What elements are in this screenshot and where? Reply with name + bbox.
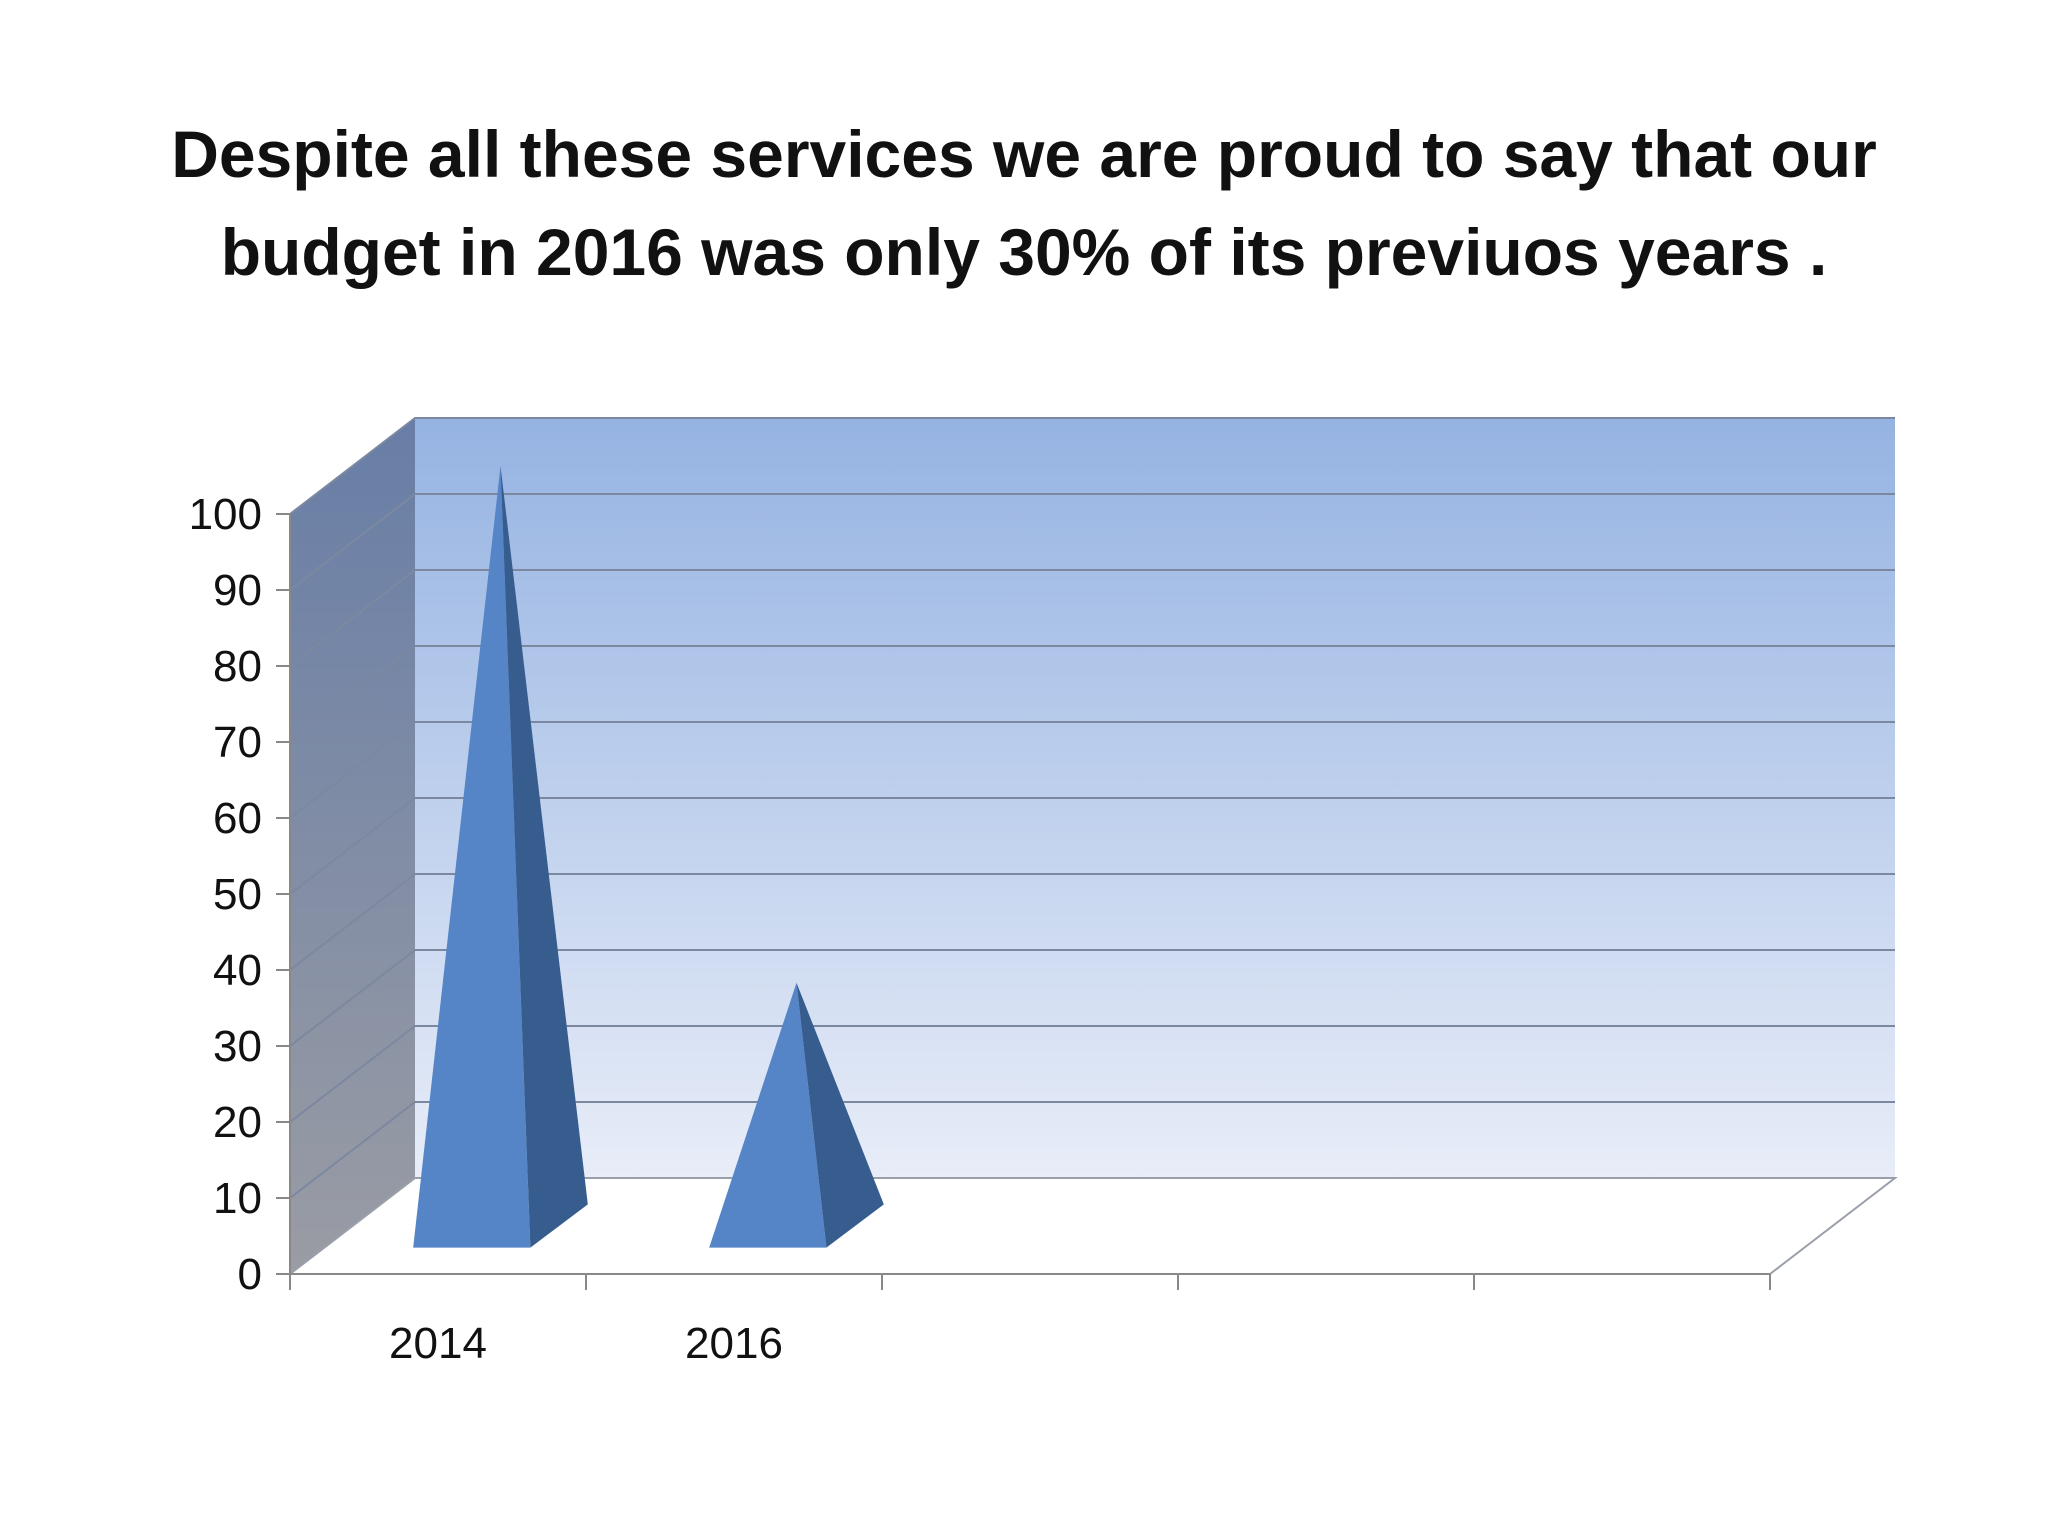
y-tick-label: 0 [238,1250,262,1299]
gridline [289,1025,1895,1123]
slide-title: Despite all these services we are proud … [0,105,2048,301]
y-tick-label: 10 [213,1174,262,1223]
y-tick-label: 30 [213,1022,262,1071]
pyramid-front-2016 [709,982,827,1248]
y-tick-label: 50 [213,870,262,919]
y-tick-label: 40 [213,946,262,995]
y-tick-label: 80 [213,642,262,691]
gridline [289,949,1895,1047]
pyramid-side-2014 [500,466,588,1248]
x-tick-label: 2014 [389,1319,487,1368]
gridline [289,569,1895,667]
gridline [289,645,1895,743]
title-line-1: Despite all these services we are proud … [171,117,1877,191]
pyramid-front-2014 [413,466,531,1248]
y-tick-label: 70 [213,718,262,767]
gridline [289,873,1895,971]
y-tick-label: 90 [213,566,262,615]
gridline [289,721,1895,819]
gridline [289,1101,1895,1199]
gridline [289,493,1895,591]
x-tick-label: 2016 [685,1319,783,1368]
title-line-2: budget in 2016 was only 30% of its previ… [220,215,1828,289]
y-tick-label: 100 [189,490,262,539]
gridline [289,417,1895,515]
y-tick-label: 20 [213,1098,262,1147]
y-tick-label: 60 [213,794,262,843]
gridline [289,797,1895,895]
pyramid-side-2016 [796,982,884,1248]
